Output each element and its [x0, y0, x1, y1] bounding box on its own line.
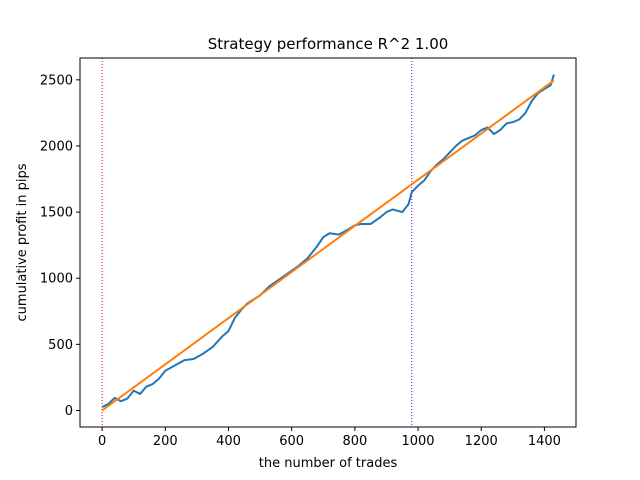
- chart-title: Strategy performance R^2 1.00: [208, 35, 449, 53]
- axis-ticks: 0 200 400 600 800 1000 1200 1400 0 500 1000 1500 200…: [40, 73, 561, 449]
- plot-area-frame: [79, 57, 577, 428]
- x-tick-label: 1000: [401, 434, 434, 449]
- series-layer: [101, 74, 555, 412]
- y-tick-label: 0: [65, 404, 73, 419]
- x-tick-label: 600: [279, 434, 304, 449]
- y-tick-label: 2000: [40, 139, 73, 154]
- x-tick-label: 400: [216, 434, 241, 449]
- x-tick-label: 0: [98, 434, 106, 449]
- y-tick-label: 1500: [40, 206, 73, 221]
- series-line-linear-fit: [101, 79, 555, 412]
- y-tick-label: 1000: [40, 272, 73, 287]
- y-tick-label: 2500: [40, 73, 73, 88]
- x-axis-label: the number of trades: [259, 456, 398, 471]
- y-axis-label: cumulative profit in pips: [15, 163, 30, 321]
- x-tick-label: 800: [342, 434, 367, 449]
- x-tick-label: 1200: [465, 434, 498, 449]
- x-tick-label: 200: [153, 434, 178, 449]
- y-tick-label: 500: [48, 338, 73, 353]
- x-tick-label: 1400: [528, 434, 561, 449]
